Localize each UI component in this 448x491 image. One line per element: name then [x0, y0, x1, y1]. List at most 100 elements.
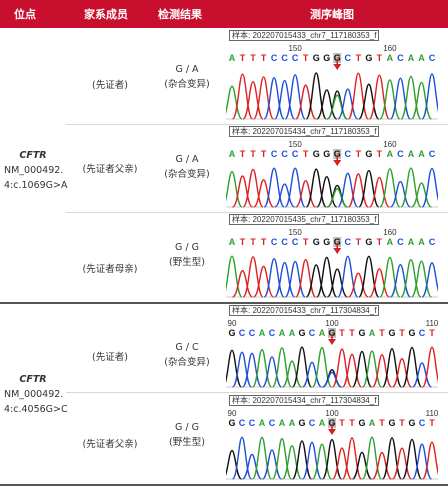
position-tick: 160 [383, 140, 397, 149]
base-call: C [281, 149, 288, 159]
base-call: T [303, 237, 309, 247]
base-call: A [408, 237, 415, 247]
trace-peak [226, 170, 243, 208]
trace-peak [411, 443, 433, 480]
base-call: T [349, 418, 355, 428]
trace-peak [412, 362, 432, 388]
base-call: A [369, 418, 376, 428]
gene-name: CFTR [19, 374, 47, 385]
trace-peak [379, 79, 401, 120]
base-call: C [397, 53, 404, 63]
position-tick: 100 [325, 319, 339, 328]
trace-peak [226, 255, 243, 298]
trace-peak [305, 168, 327, 208]
base-call: C [239, 418, 246, 428]
trace-peak [282, 360, 302, 388]
chromatogram-panel: 样本: 202207015433_chr7_117180353_f 150 160… [226, 30, 438, 122]
trace-peak [271, 437, 293, 480]
trace-peak [231, 351, 253, 388]
variant-arrow-icon [328, 339, 336, 345]
trace-peak [226, 85, 243, 120]
base-call: T [261, 149, 267, 159]
trace-peak [347, 72, 369, 120]
trace-peak [352, 451, 372, 480]
base-call: G [358, 418, 365, 428]
trace-peak [232, 269, 253, 298]
trace-peak [263, 77, 285, 120]
trace-peak [305, 264, 327, 298]
trace-peak [271, 347, 293, 388]
trace-peak [253, 179, 274, 208]
base-call: T [240, 53, 246, 63]
position-tick: 150 [288, 140, 302, 149]
trace-peak [284, 74, 306, 120]
base-call: A [408, 53, 415, 63]
position-tick: 90 [228, 409, 237, 418]
base-call: C [239, 328, 246, 338]
trace-peak [262, 356, 282, 388]
trace-peak [284, 167, 306, 208]
table-header: 位点 家系成员 检测结果 测序峰图 [0, 0, 448, 28]
base-call: A [229, 237, 236, 247]
position-tick: 150 [288, 44, 302, 53]
detection-result: G / C (杂合变异) [150, 340, 224, 370]
base-call: C [292, 237, 299, 247]
base-call: T [356, 53, 362, 63]
trace-peak [301, 441, 323, 480]
trace-peak [401, 438, 423, 480]
row-divider [66, 124, 448, 125]
trace-peak [400, 167, 422, 208]
trace-peak [241, 352, 263, 388]
variant-base-highlight [333, 53, 342, 63]
variant-hgvs: 4:c.1069G>A [4, 180, 68, 191]
trace-peak [371, 354, 393, 388]
base-call: A [418, 53, 425, 63]
family-member: (先证者) [92, 80, 128, 91]
base-call: C [397, 237, 404, 247]
position-tick: 160 [383, 44, 397, 53]
detection-result: G / G (野生型) [150, 240, 224, 270]
trace-peak [311, 443, 333, 480]
base-call: C [429, 237, 436, 247]
table-bottom-border [0, 484, 448, 486]
trace-peak [242, 256, 264, 298]
base-call: T [303, 149, 309, 159]
alt-allele-peak [322, 371, 342, 388]
trace-peak [421, 167, 438, 208]
trace-peak [302, 361, 322, 388]
chromatogram-panel: 样本: 202207015433_chr7_117304834_f 90 100 1… [226, 305, 438, 390]
base-call: A [229, 149, 236, 159]
position-tick: 150 [288, 228, 302, 237]
base-call: C [249, 418, 256, 428]
trace-peak [372, 451, 392, 480]
sample-label: 样本: 202207015434_chr7_117304834_f [229, 395, 380, 406]
base-call: T [250, 237, 256, 247]
base-call: A [387, 149, 394, 159]
base-call: T [339, 418, 345, 428]
trace-peak [251, 348, 273, 388]
trace-peak [410, 260, 433, 298]
base-call: C [292, 149, 299, 159]
base-call: A [289, 328, 296, 338]
base-call: G [358, 328, 365, 338]
trace-peak [274, 183, 295, 208]
group-divider [0, 302, 448, 304]
genotype: G / C [175, 342, 199, 353]
header-chromatogram: 测序峰图 [310, 8, 354, 21]
trace-peak [389, 77, 412, 120]
locus-cell-2: CFTR NM_000492. 4:c.4056G>C [4, 372, 68, 417]
chromatogram-panel: 样本: 202207015434_chr7_117180353_f 150 160… [226, 126, 438, 210]
trace-peak [321, 438, 343, 480]
chromatogram-panel: 样本: 202207015434_chr7_117304834_f 90 100 1… [226, 395, 438, 482]
trace-peak [381, 348, 403, 388]
base-call: C [271, 237, 278, 247]
trace-peak [251, 436, 273, 480]
trace-peak [316, 89, 338, 120]
base-call: T [377, 237, 383, 247]
base-call: T [339, 328, 345, 338]
trace-peak [337, 172, 359, 208]
trace-peak [242, 80, 264, 120]
variant-base-highlight [328, 328, 336, 338]
